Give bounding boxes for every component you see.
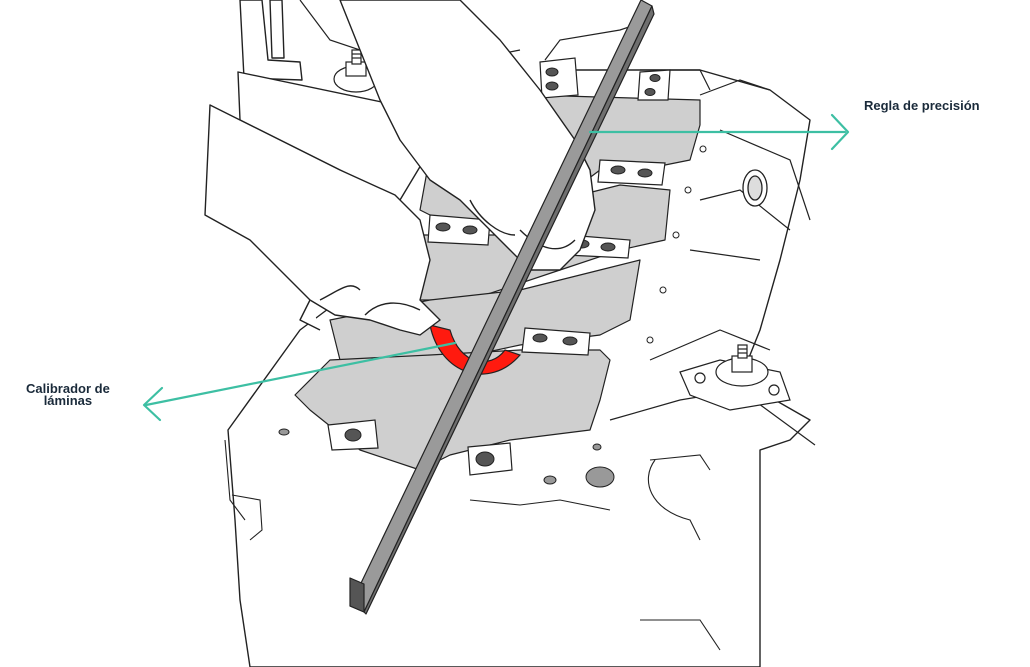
stud-bolt-right	[679, 344, 791, 411]
precision-ruler	[349, 0, 655, 615]
ruler-callout-arrow	[588, 113, 850, 151]
ruler-label: Regla de precisión	[864, 98, 980, 113]
feeler-gauge-label-line1: Calibrador de	[26, 381, 110, 396]
left-hand	[204, 104, 441, 336]
side-port	[742, 169, 768, 207]
feeler-gauge-label-line2: láminas	[43, 393, 93, 408]
stud-bolt-top	[333, 49, 379, 93]
ruler-label-text: Regla de precisión	[864, 98, 980, 113]
feeler-callout-arrow	[142, 341, 457, 422]
casting-details	[224, 439, 721, 651]
deck-lines	[299, 0, 816, 446]
bolt-holes	[278, 67, 661, 488]
feeler-gauge-highlight	[429, 324, 522, 375]
feeler-gauge-label: Calibrador de láminas	[26, 381, 110, 408]
right-hand	[339, 0, 596, 271]
